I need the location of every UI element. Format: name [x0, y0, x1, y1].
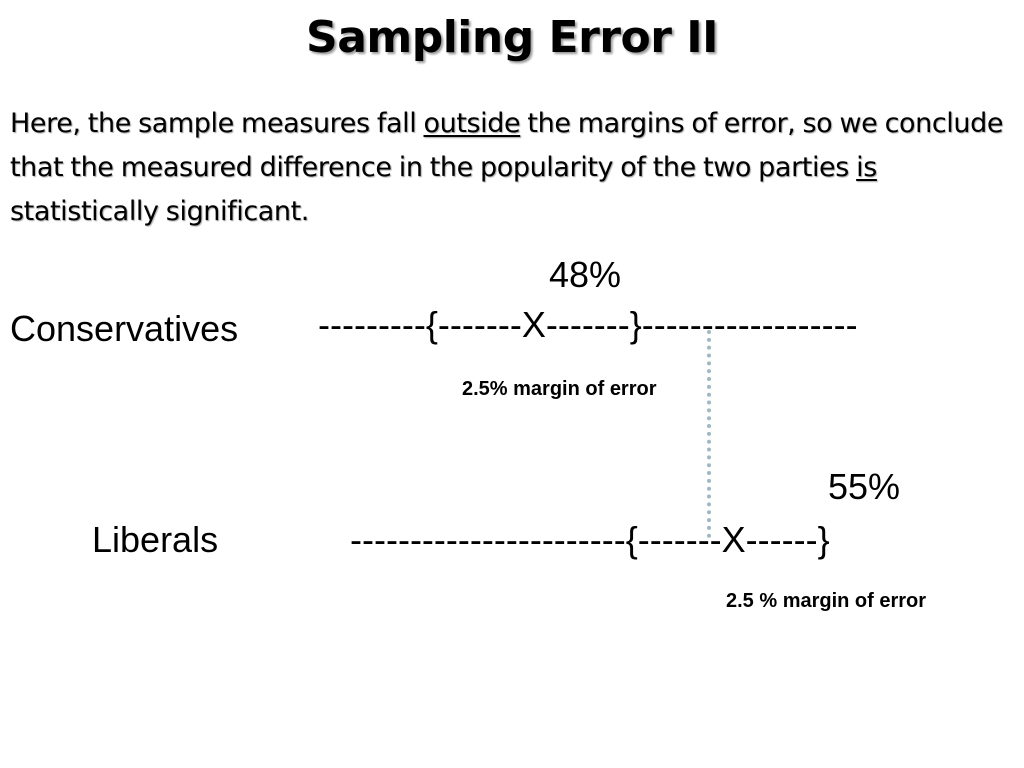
slide-title: Sampling Error II: [306, 12, 718, 63]
dotted-divider-line: [707, 330, 711, 538]
intro-text-2: the margins of error, so we conclude tha…: [10, 108, 1004, 183]
liberals-margin-label: 2.5 % margin of error: [726, 590, 927, 612]
conservatives-value: 48%: [549, 254, 622, 295]
conservatives-interval-line: ---------{-------X-------}--------------…: [318, 305, 858, 345]
intro-text-3: statistically significant.: [10, 196, 309, 227]
intro-emphasis-outside: outside: [423, 108, 521, 139]
liberals-value: 55%: [828, 466, 901, 507]
conservatives-margin-label: 2.5% margin of error: [462, 378, 657, 400]
liberals-interval-line: -----------------------{-------X------}: [350, 519, 830, 560]
intro-text-1: Here, the sample measures fall: [10, 108, 424, 139]
liberals-label: Liberals: [92, 519, 219, 560]
conservatives-label: Conservatives: [10, 308, 239, 349]
intro-paragraph: Here, the sample measures fall outside t…: [10, 102, 1016, 234]
intro-emphasis-is: is: [856, 152, 877, 183]
